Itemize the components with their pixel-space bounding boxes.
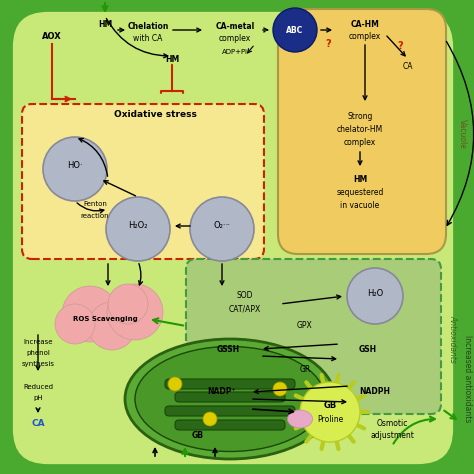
Text: NADPH: NADPH: [359, 388, 391, 396]
Text: ABC: ABC: [286, 26, 304, 35]
Text: synthesis: synthesis: [21, 361, 55, 367]
Circle shape: [300, 382, 360, 442]
Text: Reduced: Reduced: [23, 384, 53, 390]
Text: pH: pH: [33, 395, 43, 401]
Circle shape: [88, 302, 136, 350]
Text: reaction: reaction: [81, 213, 109, 219]
Text: ?: ?: [325, 39, 331, 49]
Text: ADP+Pi: ADP+Pi: [222, 49, 248, 55]
Text: AOX: AOX: [42, 31, 62, 40]
Circle shape: [190, 197, 254, 261]
Text: adjustment: adjustment: [370, 431, 414, 440]
Text: Fenton: Fenton: [83, 201, 107, 207]
Circle shape: [62, 286, 118, 342]
Text: CA-HM: CA-HM: [351, 19, 380, 28]
Text: HM: HM: [165, 55, 179, 64]
Text: SOD: SOD: [237, 292, 253, 301]
Text: CA-metal: CA-metal: [215, 21, 255, 30]
Circle shape: [273, 382, 287, 396]
Text: Proline: Proline: [317, 416, 343, 425]
Text: GSH: GSH: [359, 345, 377, 354]
Text: O₂·⁻: O₂·⁻: [214, 220, 230, 229]
Text: H₂O₂: H₂O₂: [128, 220, 148, 229]
Text: Strong: Strong: [347, 111, 373, 120]
Circle shape: [347, 268, 403, 324]
Text: Increased antioxidants: Increased antioxidants: [464, 335, 473, 423]
FancyBboxPatch shape: [278, 9, 446, 254]
Text: Antioxidants: Antioxidants: [448, 315, 457, 363]
FancyBboxPatch shape: [165, 379, 295, 389]
Text: NADP⁺: NADP⁺: [208, 388, 236, 396]
Circle shape: [43, 137, 107, 201]
Text: GPX: GPX: [297, 321, 313, 330]
Circle shape: [55, 304, 95, 344]
Text: chelator-HM: chelator-HM: [337, 125, 383, 134]
Text: sequestered: sequestered: [337, 188, 383, 197]
Text: GB: GB: [323, 401, 337, 410]
Text: GSSH: GSSH: [217, 345, 239, 354]
FancyBboxPatch shape: [22, 104, 264, 259]
Text: HO·: HO·: [67, 161, 83, 170]
Text: CA: CA: [31, 419, 45, 428]
Text: complex: complex: [349, 31, 381, 40]
Text: in vacuole: in vacuole: [340, 201, 380, 210]
Text: Vacuole: Vacuole: [457, 119, 466, 149]
Ellipse shape: [125, 339, 335, 459]
Text: complex: complex: [219, 34, 251, 43]
Text: ROS Scavenging: ROS Scavenging: [73, 316, 137, 322]
Circle shape: [106, 197, 170, 261]
Circle shape: [108, 284, 148, 324]
Text: HM: HM: [98, 19, 112, 28]
Text: Osmotic: Osmotic: [376, 419, 408, 428]
FancyBboxPatch shape: [8, 7, 458, 469]
FancyBboxPatch shape: [175, 420, 285, 430]
Text: GB: GB: [192, 431, 204, 440]
FancyBboxPatch shape: [175, 392, 285, 402]
Text: HM: HM: [353, 174, 367, 183]
Circle shape: [168, 377, 182, 391]
Text: CA: CA: [403, 62, 413, 71]
Text: ?: ?: [397, 41, 403, 51]
Circle shape: [203, 412, 217, 426]
Text: Oxidative stress: Oxidative stress: [114, 109, 196, 118]
Text: Chelation: Chelation: [128, 21, 169, 30]
Ellipse shape: [135, 346, 325, 452]
Circle shape: [107, 284, 163, 340]
Ellipse shape: [288, 410, 312, 428]
Text: phenol: phenol: [26, 350, 50, 356]
Text: CAT/APX: CAT/APX: [229, 304, 261, 313]
Circle shape: [273, 8, 317, 52]
Text: with CA: with CA: [133, 34, 163, 43]
FancyBboxPatch shape: [165, 406, 295, 416]
Text: H₂O: H₂O: [367, 289, 383, 298]
FancyBboxPatch shape: [186, 259, 441, 414]
Text: GR: GR: [300, 365, 310, 374]
Text: complex: complex: [344, 137, 376, 146]
Text: Increase: Increase: [23, 339, 53, 345]
